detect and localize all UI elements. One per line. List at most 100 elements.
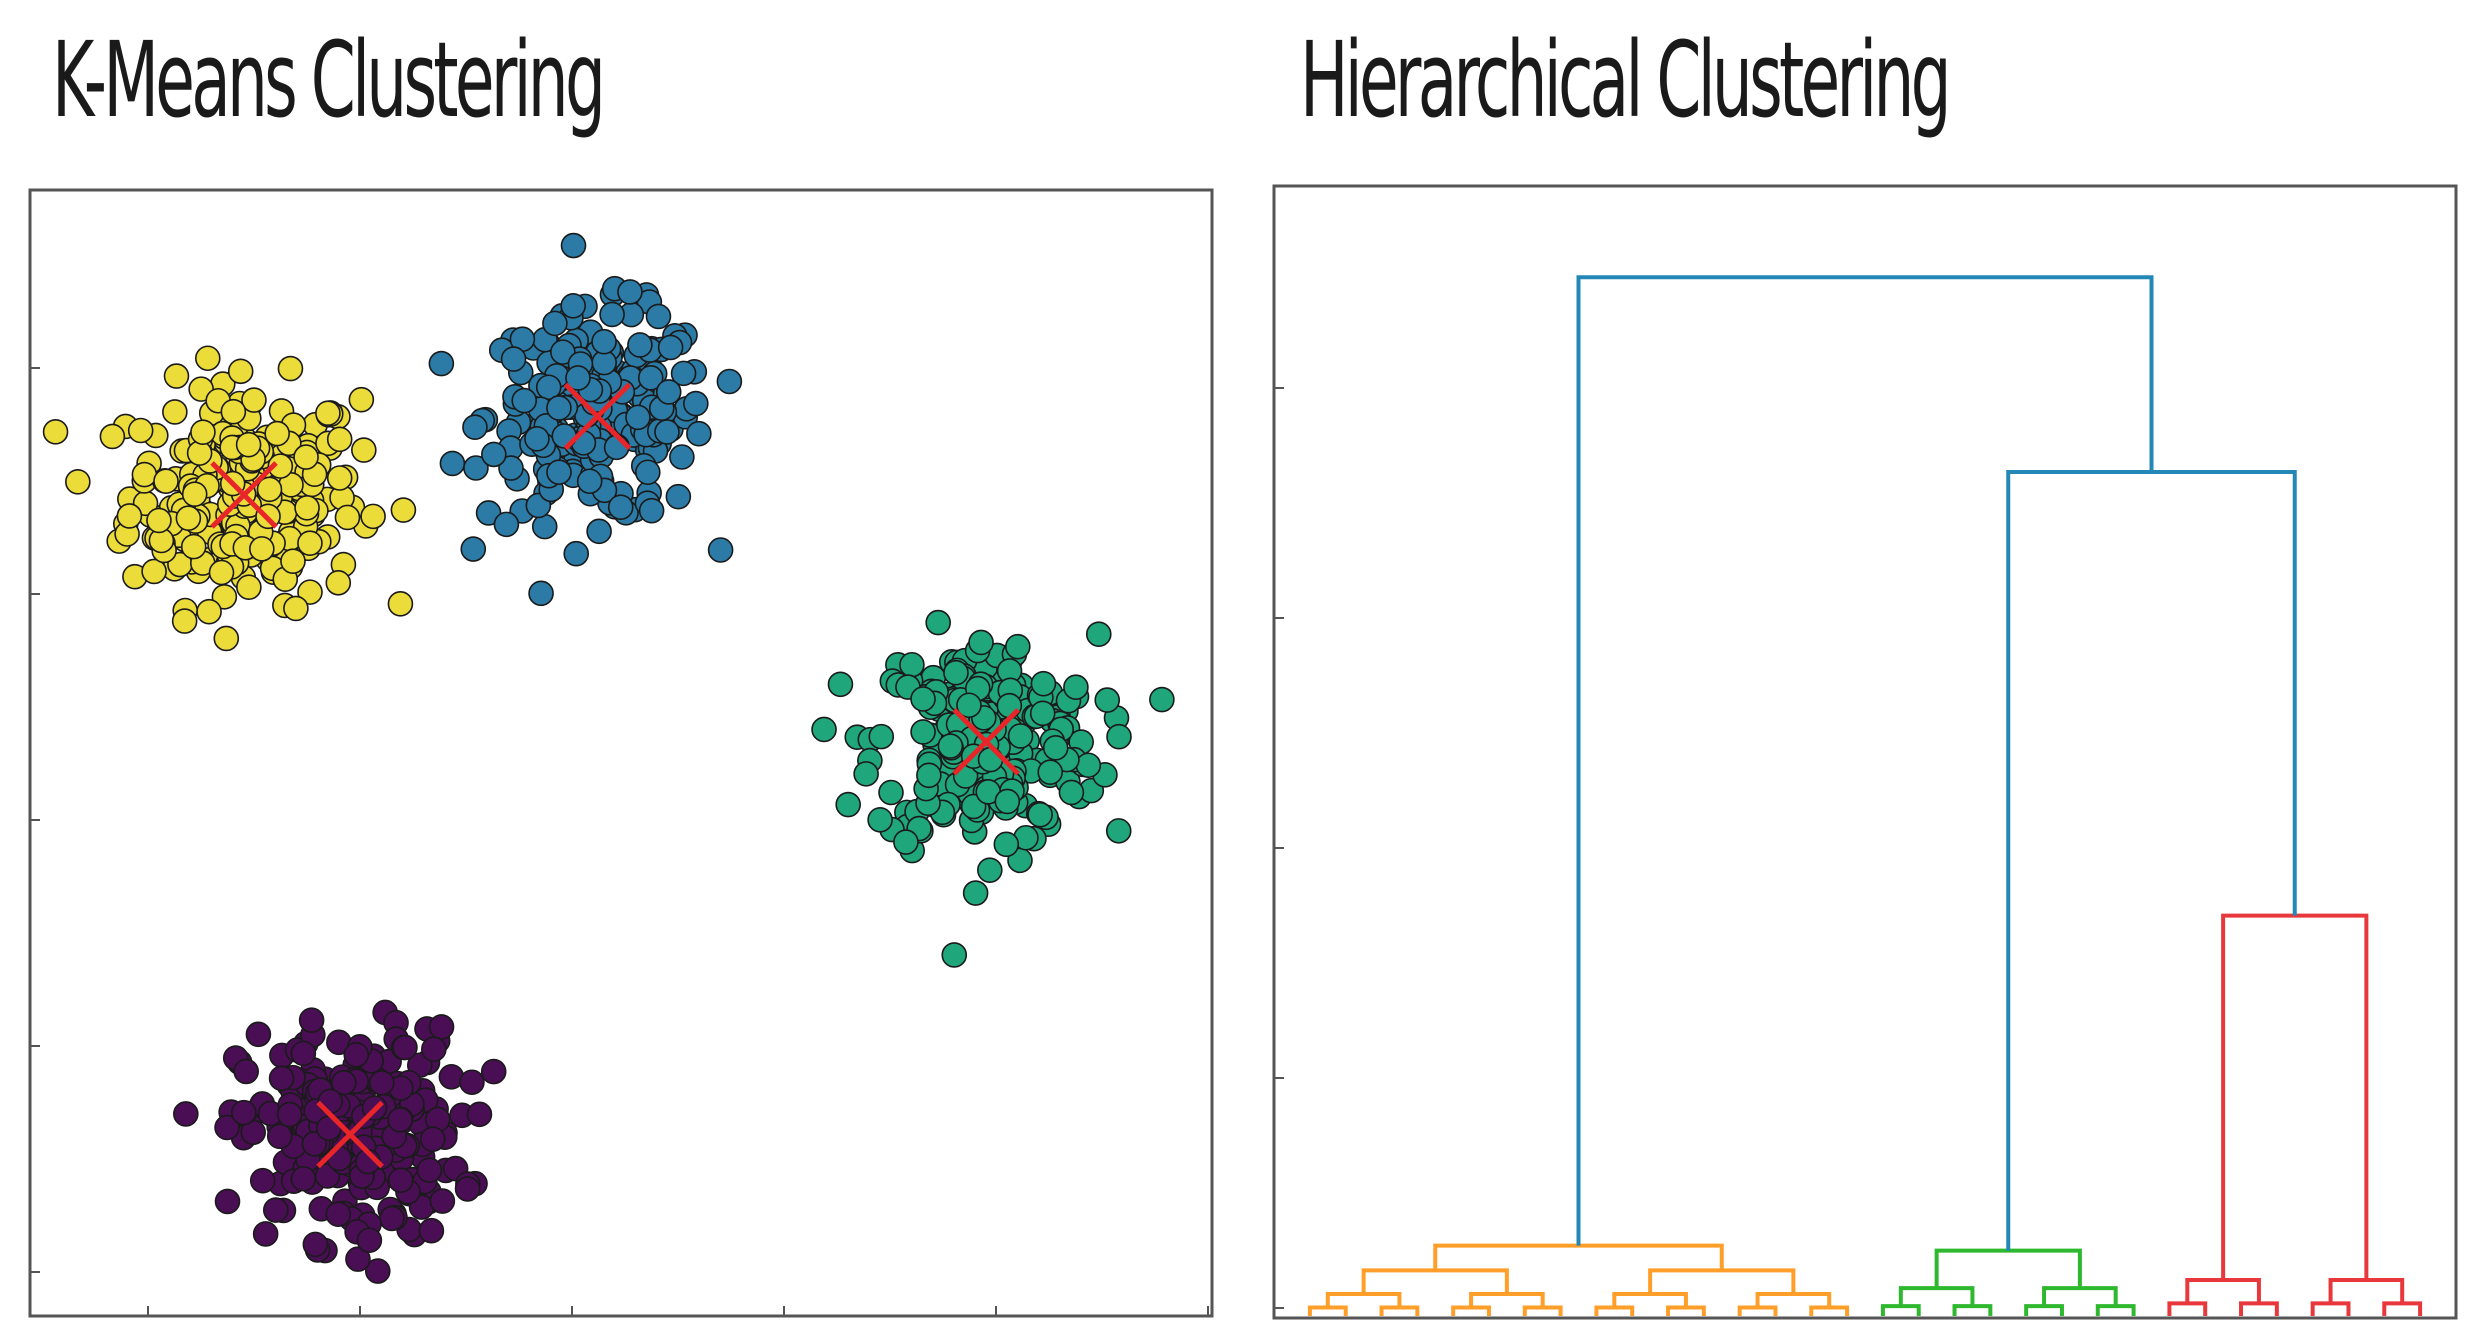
- data-point: [325, 1201, 352, 1228]
- data-point: [1042, 735, 1069, 761]
- data-point: [591, 328, 617, 355]
- data-point: [290, 1165, 317, 1192]
- data-point: [421, 1036, 447, 1063]
- data-point: [429, 1188, 456, 1214]
- orange-cluster-branches: [1307, 1243, 1850, 1316]
- data-point: [235, 431, 262, 458]
- data-point: [208, 559, 235, 586]
- data-point: [268, 1065, 295, 1092]
- centroid-marker-3: [952, 708, 1020, 776]
- data-point: [625, 404, 651, 431]
- data-point: [233, 1058, 259, 1085]
- data-point: [180, 533, 207, 560]
- data-point: [925, 609, 951, 636]
- data-point: [607, 494, 634, 521]
- data-point: [1005, 633, 1031, 660]
- data-point: [196, 598, 222, 625]
- data-point: [1106, 723, 1132, 750]
- data-point: [481, 441, 507, 468]
- hierarchical-title: Hierarchical Clustering: [1300, 19, 1952, 141]
- data-point: [899, 651, 925, 678]
- data-point: [669, 444, 695, 470]
- data-point: [977, 857, 1003, 883]
- data-point: [535, 374, 562, 401]
- data-point: [297, 579, 323, 605]
- data-point: [334, 504, 361, 531]
- data-point: [655, 379, 682, 405]
- data-point: [181, 481, 208, 507]
- data-point: [546, 395, 572, 421]
- data-point: [968, 629, 994, 656]
- data-point: [683, 390, 709, 417]
- data-point: [941, 942, 968, 968]
- data-point: [428, 1014, 455, 1040]
- data-point: [173, 1101, 199, 1127]
- centroid-marker-2: [563, 382, 632, 451]
- data-point: [241, 387, 267, 413]
- data-point: [716, 368, 743, 395]
- data-point: [277, 355, 304, 382]
- data-point: [542, 310, 568, 337]
- data-point: [42, 419, 69, 445]
- data-point: [245, 1021, 272, 1048]
- data-point: [1085, 621, 1112, 648]
- data-point: [500, 346, 527, 372]
- data-point: [294, 494, 320, 521]
- data-point: [345, 1246, 371, 1272]
- data-point: [1007, 723, 1034, 749]
- data-point: [364, 1258, 391, 1284]
- data-point: [1027, 801, 1053, 828]
- data-point: [635, 459, 661, 486]
- data-point: [368, 1069, 395, 1096]
- data-point: [893, 829, 919, 855]
- data-point: [146, 507, 172, 534]
- data-point: [360, 503, 386, 530]
- data-point: [1058, 779, 1085, 806]
- data-point: [343, 1041, 370, 1068]
- data-point: [686, 420, 712, 447]
- data-point: [390, 497, 417, 523]
- data-point: [326, 426, 353, 453]
- data-point: [475, 500, 502, 526]
- data-point: [252, 1221, 279, 1247]
- data-point: [264, 420, 290, 447]
- data-point: [996, 692, 1023, 719]
- data-point: [387, 591, 414, 617]
- data-point: [249, 536, 275, 562]
- data-point: [315, 400, 341, 427]
- data-point: [231, 1099, 257, 1126]
- data-point: [236, 574, 262, 601]
- data-point: [531, 513, 558, 540]
- data-point: [175, 505, 202, 531]
- data-point: [213, 625, 240, 652]
- data-point: [511, 387, 538, 414]
- centroid-marker-1: [210, 461, 278, 529]
- data-point: [910, 686, 936, 712]
- data-point: [127, 417, 154, 444]
- data-point: [379, 1205, 405, 1232]
- data-point: [326, 465, 353, 491]
- data-point: [528, 580, 554, 607]
- data-point: [348, 386, 375, 413]
- data-point: [1105, 818, 1132, 844]
- data-point: [302, 1231, 329, 1258]
- data-point: [301, 1130, 328, 1157]
- data-point: [835, 791, 861, 818]
- data-point: [266, 1123, 293, 1150]
- data-point: [910, 719, 936, 745]
- data-point: [116, 503, 143, 529]
- data-point: [657, 334, 684, 361]
- dendrogram-chart: [1272, 184, 2458, 1320]
- data-point: [163, 363, 190, 389]
- data-point: [853, 761, 879, 787]
- data-point: [524, 425, 550, 452]
- data-point: [131, 461, 158, 488]
- data-point: [256, 476, 283, 503]
- data-point: [194, 345, 221, 372]
- data-point: [1094, 687, 1121, 713]
- data-point: [227, 358, 254, 385]
- data-point: [550, 339, 576, 365]
- data-point: [1030, 670, 1057, 697]
- data-point: [466, 1101, 493, 1128]
- data-point: [190, 419, 216, 445]
